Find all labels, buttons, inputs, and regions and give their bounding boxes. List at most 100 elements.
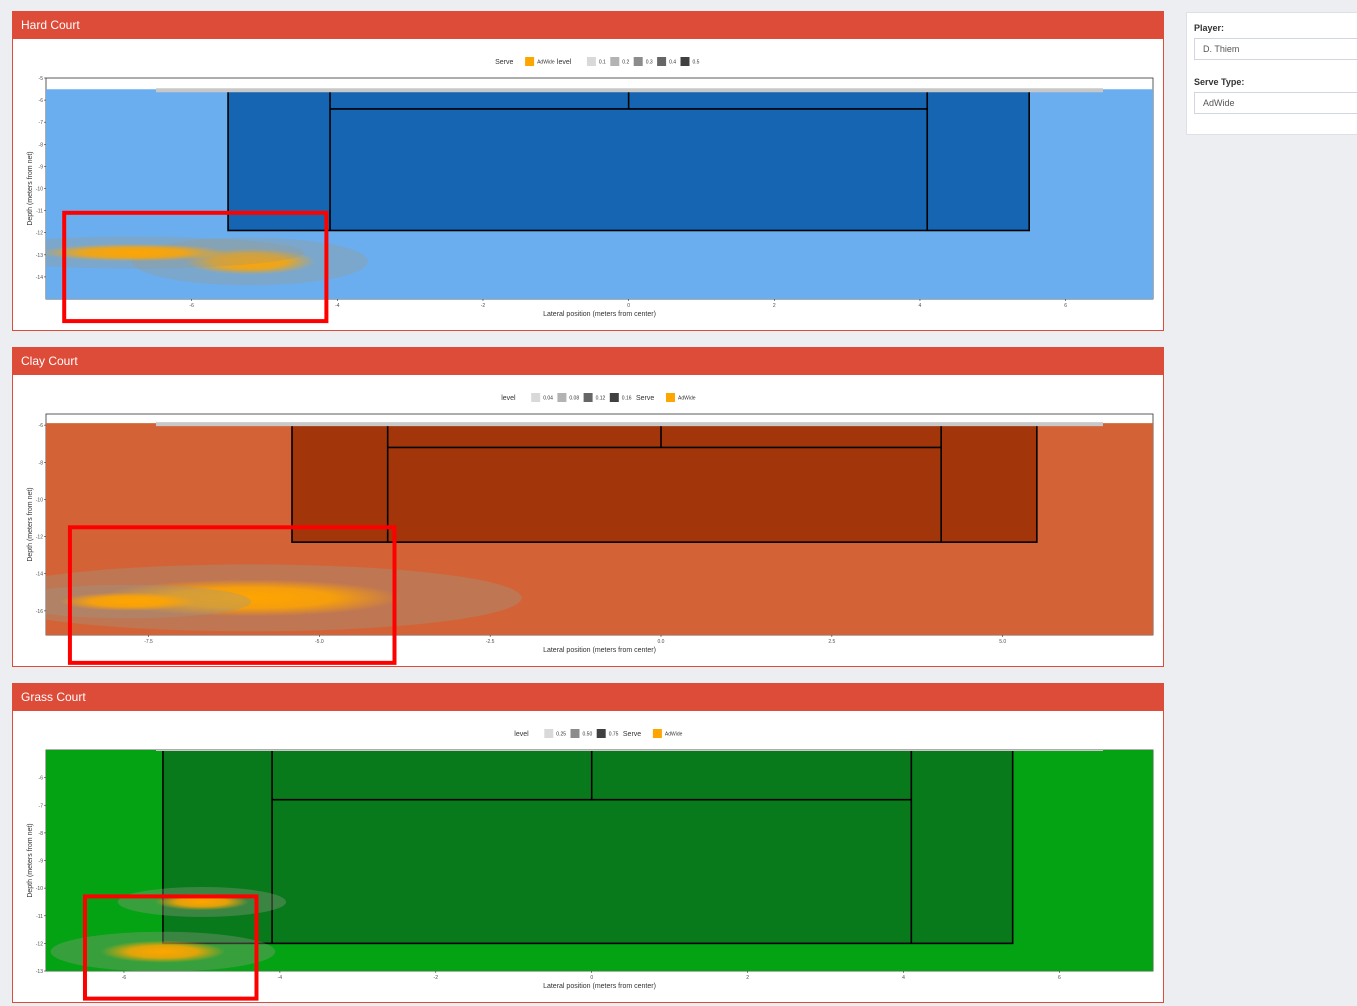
x-tick-label: -6 [122,975,127,981]
legend-serve-key-swatch [652,729,662,738]
x-axis-title: Lateral position (meters from center) [543,647,656,654]
density-blob [100,940,226,963]
x-tick-label: 0 [590,975,593,981]
legend-level-key-swatch [583,393,593,402]
doubles-court [291,424,1038,543]
x-tick-label: 6 [1058,975,1061,981]
net-bar [156,750,1103,751]
hard-court-chart: -6 -4 -2 0 2 4 6 -14 -13 -12 -11 -10 -9 -8 -7 -6 -5 Later… [27,57,1154,324]
highlight-box [62,210,329,324]
legend-level-key-swatch [680,57,690,66]
legend-serve-key-swatch [525,57,535,66]
y-tick-label: -14 [36,572,43,578]
x-tick-label: 2.5 [828,639,835,645]
x-axis-title: Lateral position (meters from center) [543,311,656,318]
y-tick-label: -5 [39,76,44,82]
clay-court-chart: -7.5 -5.0 -2.5 0.0 2.5 5.0 -16 -14 -12 -10 -8 -6 Lat… [27,393,1154,665]
x-tick-label: -6 [189,303,194,309]
net-bar [156,88,1103,93]
legend-level-key-swatch [586,57,596,66]
x-tick-label: -4 [278,975,283,981]
x-tick-label: 0.0 [658,639,665,645]
panel-title: Clay Court [13,348,1163,375]
x-axis-title: Lateral position (meters from center) [543,983,656,990]
legend-level-key-swatch [531,393,541,402]
x-tick-label: -7.5 [144,639,153,645]
legend-level-key-label: 0.1 [599,60,606,66]
y-tick-label: -10 [36,497,43,503]
density-blob [46,243,229,262]
plot-area [46,750,1153,971]
y-tick-label: -14 [36,275,43,281]
x-tick-label: 0 [627,303,630,309]
net-bar [156,422,1103,427]
legend-serve-title: Serve [636,395,654,402]
clay-court-panel: Clay Court -7.5 -5.0 -2.5 0.0 2.5 5.0 -16 -14 -1… [12,347,1164,667]
legend-level-key-swatch [657,57,667,66]
grass-court-chart: -6 -4 -2 0 2 4 6 -13 -12 -11 -10 -9 -8 -7 -6 Lateral po… [27,729,1154,1001]
y-tick-label: -16 [36,609,43,615]
x-tick-label: 4 [902,975,905,981]
legend-level-key-swatch [557,393,567,402]
legend-level-key-swatch [610,57,620,66]
legend-serve-key-label: AdWide [665,732,683,738]
x-tick-label: 4 [919,303,922,309]
panel-title: Hard Court [13,12,1163,39]
y-tick-label: -13 [36,253,43,259]
y-tick-label: -7 [39,803,44,809]
filter-sidebar: Player: D. Thiem Serve Type: AdWide [1186,12,1357,135]
doubles-court [162,750,1014,945]
player-label: Player: [1194,23,1225,33]
x-tick-label: 6 [1064,303,1067,309]
player-select[interactable]: D. Thiem [1194,38,1357,60]
density-blob [59,592,197,611]
x-tick-label: -2.5 [486,639,495,645]
x-tick-label: -4 [335,303,340,309]
legend-level-key-label: 0.2 [622,60,629,66]
serve-type-select[interactable]: AdWide [1194,92,1357,114]
y-tick-label: -9 [39,164,44,170]
legend-level-key-label: 0.5 [693,60,700,66]
x-tick-label: 2 [746,975,749,981]
legend-level-title: level [514,731,529,738]
y-axis-title: Depth (meters from net) [27,487,34,561]
y-tick-label: -13 [36,969,43,975]
legend-level-key-swatch [609,393,619,402]
highlight-box [67,525,397,665]
legend-level-key-label: 0.75 [609,732,619,738]
doubles-court [227,90,1030,232]
y-tick-label: -6 [39,98,44,104]
y-tick-label: -12 [36,231,43,237]
hard-court-panel: Hard Court -6 -4 -2 0 2 4 6 -14 -13 -12 -11 -10 -9 -8… [12,11,1164,331]
y-tick-label: -10 [36,187,43,193]
x-tick-label: 5.0 [999,639,1006,645]
legend-serve-key-label: AdWide [678,396,696,402]
y-tick-label: -10 [36,886,43,892]
y-tick-label: -12 [36,535,43,541]
y-tick-label: -8 [39,142,44,148]
y-tick-label: -7 [39,120,44,126]
legend-level-key-label: 0.04 [543,396,553,402]
legend-level-key-label: 0.4 [669,60,676,66]
highlight-box [82,894,259,1001]
y-tick-label: -12 [36,941,43,947]
y-tick-label: -6 [39,776,44,782]
grass-court-panel: Grass Court -6 -4 -2 0 2 4 6 -13 -12 -11 -10 -9 -8 -7… [12,683,1164,1003]
legend-level-key-swatch [570,729,580,738]
x-tick-label: -5.0 [315,639,324,645]
legend-serve-key-label: AdWide [537,60,555,66]
legend-level-key-swatch [544,729,554,738]
legend-level-key-label: 0.12 [596,396,606,402]
legend-level-key-label: 0.3 [646,60,653,66]
legend-serve-title: Serve [495,59,513,66]
y-tick-label: -9 [39,859,44,865]
legend-level-key-swatch [596,729,606,738]
legend-level-title: level [557,59,572,66]
serve-type-label: Serve Type: [1194,77,1245,87]
plot-area [46,88,1153,299]
legend-level-key-label: 0.08 [569,396,579,402]
y-tick-label: -11 [36,209,43,215]
legend-level-key-label: 0.50 [583,732,593,738]
x-tick-label: 2 [773,303,776,309]
legend-serve-key-swatch [666,393,675,402]
